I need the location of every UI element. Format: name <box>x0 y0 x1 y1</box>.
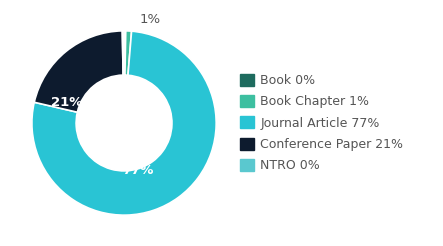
Wedge shape <box>124 31 126 75</box>
Wedge shape <box>32 31 216 215</box>
Wedge shape <box>34 31 123 112</box>
Text: 21%: 21% <box>51 96 82 109</box>
Legend: Book 0%, Book Chapter 1%, Journal Article 77%, Conference Paper 21%, NTRO 0%: Book 0%, Book Chapter 1%, Journal Articl… <box>237 70 407 176</box>
Wedge shape <box>125 31 132 75</box>
Wedge shape <box>122 31 124 75</box>
Text: 1%: 1% <box>139 13 160 26</box>
Text: 77%: 77% <box>122 164 154 177</box>
